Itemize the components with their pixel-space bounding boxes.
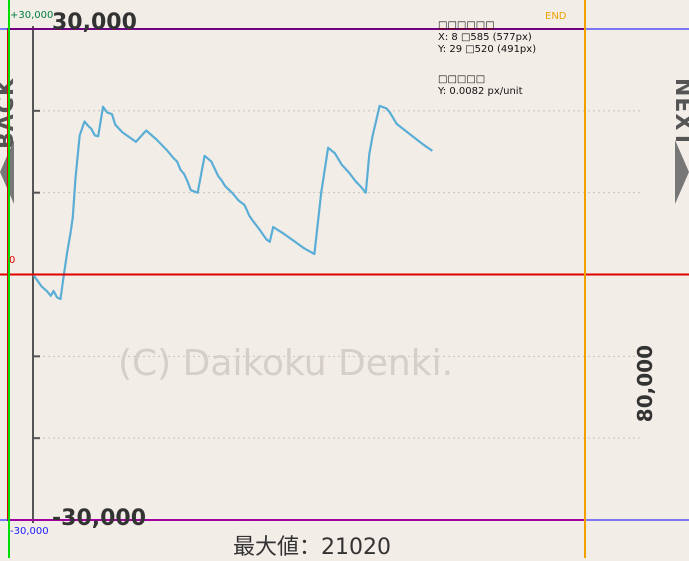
y-min-label: -30,000 <box>52 506 147 531</box>
info-y-range: Y: 29 □520 (491px) <box>438 44 537 55</box>
info-scale-title: □□□□□ <box>438 74 486 85</box>
copyright-watermark: (C) Daikoku Denki. <box>118 343 454 384</box>
info-x-title: □□□□□□ <box>438 20 495 31</box>
next-label: NEXT <box>670 78 689 148</box>
max-value-label: 最大値：21020 <box>233 535 391 560</box>
debug-end-label: END <box>545 11 567 22</box>
info-scale: Y: 0.0082 px/unit <box>438 86 523 97</box>
y-max-label: 30,000 <box>52 10 137 35</box>
series-line <box>32 104 434 301</box>
debug-top-value: +30,000 <box>10 10 54 21</box>
debug-zero-label: 0 <box>9 255 16 266</box>
next-arrow-icon <box>675 140 689 204</box>
x-max-label: 80,000 <box>633 345 657 423</box>
debug-bottom-value: -30,000 <box>10 526 49 537</box>
debug-info-panel: □□□□□□ X: 8 □585 (577px) Y: 29 □520 (491… <box>438 20 536 98</box>
info-x-range: X: 8 □585 (577px) <box>438 32 532 43</box>
next-button[interactable]: NEXT <box>669 40 689 204</box>
series-group <box>32 104 434 301</box>
